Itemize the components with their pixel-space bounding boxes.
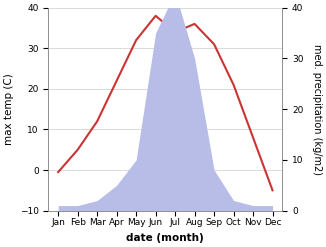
Y-axis label: max temp (C): max temp (C) — [4, 73, 14, 145]
Y-axis label: med. precipitation (kg/m2): med. precipitation (kg/m2) — [312, 44, 322, 175]
X-axis label: date (month): date (month) — [126, 233, 204, 243]
